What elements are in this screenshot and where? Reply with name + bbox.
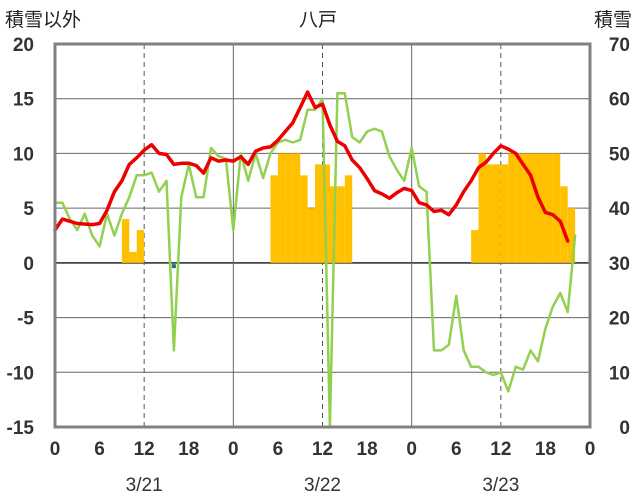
x-tick-label: 18 bbox=[178, 439, 199, 460]
left-y-ticks: 20 15 10 5 0 -5 -10 -15 bbox=[7, 35, 35, 439]
bar bbox=[560, 186, 568, 263]
bar bbox=[344, 175, 353, 263]
snow-depth-line bbox=[53, 91, 577, 429]
date-label: 3/21 bbox=[126, 475, 163, 496]
right-tick-label: 70 bbox=[609, 35, 630, 56]
bar bbox=[121, 219, 130, 263]
frame-border bbox=[53, 42, 592, 429]
bar bbox=[485, 164, 494, 263]
bar bbox=[307, 208, 316, 263]
x-tick-label: 0 bbox=[228, 439, 239, 460]
left-tick-label: 10 bbox=[13, 144, 34, 165]
bar bbox=[545, 153, 553, 263]
right-y-ticks: 70 60 50 40 30 20 10 0 bbox=[609, 35, 630, 439]
x-tick-label: 0 bbox=[50, 439, 61, 460]
bar bbox=[292, 153, 301, 263]
bar bbox=[136, 230, 145, 263]
right-tick-label: 50 bbox=[609, 144, 630, 165]
date-label: 3/22 bbox=[304, 475, 341, 496]
x-tick-label: 12 bbox=[134, 439, 155, 460]
right-tick-label: 30 bbox=[609, 254, 630, 275]
x-tick-label: 18 bbox=[357, 439, 378, 460]
x-tick-label: 0 bbox=[585, 439, 596, 460]
x-tick-label: 6 bbox=[451, 439, 462, 460]
right-tick-label: 0 bbox=[619, 418, 630, 439]
x-tick-label: 12 bbox=[490, 439, 511, 460]
date-labels: 3/21 3/22 3/23 bbox=[126, 475, 520, 496]
bar bbox=[471, 230, 479, 263]
x-tick-label: 18 bbox=[535, 439, 556, 460]
right-tick-label: 10 bbox=[609, 363, 630, 384]
temperature-line bbox=[53, 90, 570, 243]
bar bbox=[515, 153, 524, 263]
right-tick-label: 20 bbox=[609, 309, 630, 330]
right-tick-label: 40 bbox=[609, 199, 630, 220]
bar bbox=[500, 164, 509, 263]
x-ticks: 0 6 12 18 0 6 12 18 0 6 12 18 0 bbox=[50, 439, 596, 460]
right-tick-label: 60 bbox=[609, 90, 630, 111]
x-tick-label: 6 bbox=[273, 439, 284, 460]
scatter-point bbox=[171, 264, 176, 269]
left-tick-label: 20 bbox=[13, 35, 34, 56]
left-tick-label: 0 bbox=[23, 254, 34, 275]
left-axis-label: 積雪以外 bbox=[5, 9, 81, 31]
bar bbox=[523, 153, 531, 263]
x-tick-label: 6 bbox=[94, 439, 105, 460]
bar bbox=[530, 153, 538, 263]
left-tick-label: 15 bbox=[13, 90, 35, 111]
bar bbox=[508, 153, 516, 263]
bar bbox=[129, 251, 137, 263]
bar bbox=[337, 186, 345, 263]
left-tick-label: -15 bbox=[7, 418, 35, 439]
bar bbox=[552, 153, 561, 263]
bar bbox=[478, 153, 486, 263]
x-tick-label: 0 bbox=[406, 439, 417, 460]
bar bbox=[493, 164, 501, 263]
bar bbox=[315, 164, 323, 263]
x-tick-label: 12 bbox=[312, 439, 333, 460]
bar bbox=[270, 175, 278, 263]
bar bbox=[567, 208, 576, 263]
bar bbox=[277, 153, 286, 263]
left-tick-label: 5 bbox=[23, 199, 34, 220]
date-label: 3/23 bbox=[482, 475, 519, 496]
left-tick-label: -5 bbox=[17, 309, 34, 330]
chart-title: 八戸 bbox=[299, 9, 337, 31]
bar bbox=[300, 175, 308, 263]
bar bbox=[285, 153, 293, 263]
plot-frame bbox=[53, 42, 592, 429]
left-tick-label: -10 bbox=[7, 363, 34, 384]
right-axis-label: 積雪 bbox=[594, 9, 632, 31]
